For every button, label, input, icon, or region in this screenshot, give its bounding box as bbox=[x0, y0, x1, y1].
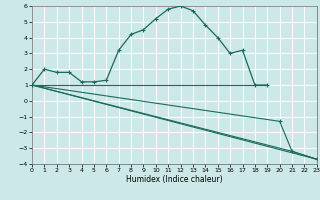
X-axis label: Humidex (Indice chaleur): Humidex (Indice chaleur) bbox=[126, 175, 223, 184]
